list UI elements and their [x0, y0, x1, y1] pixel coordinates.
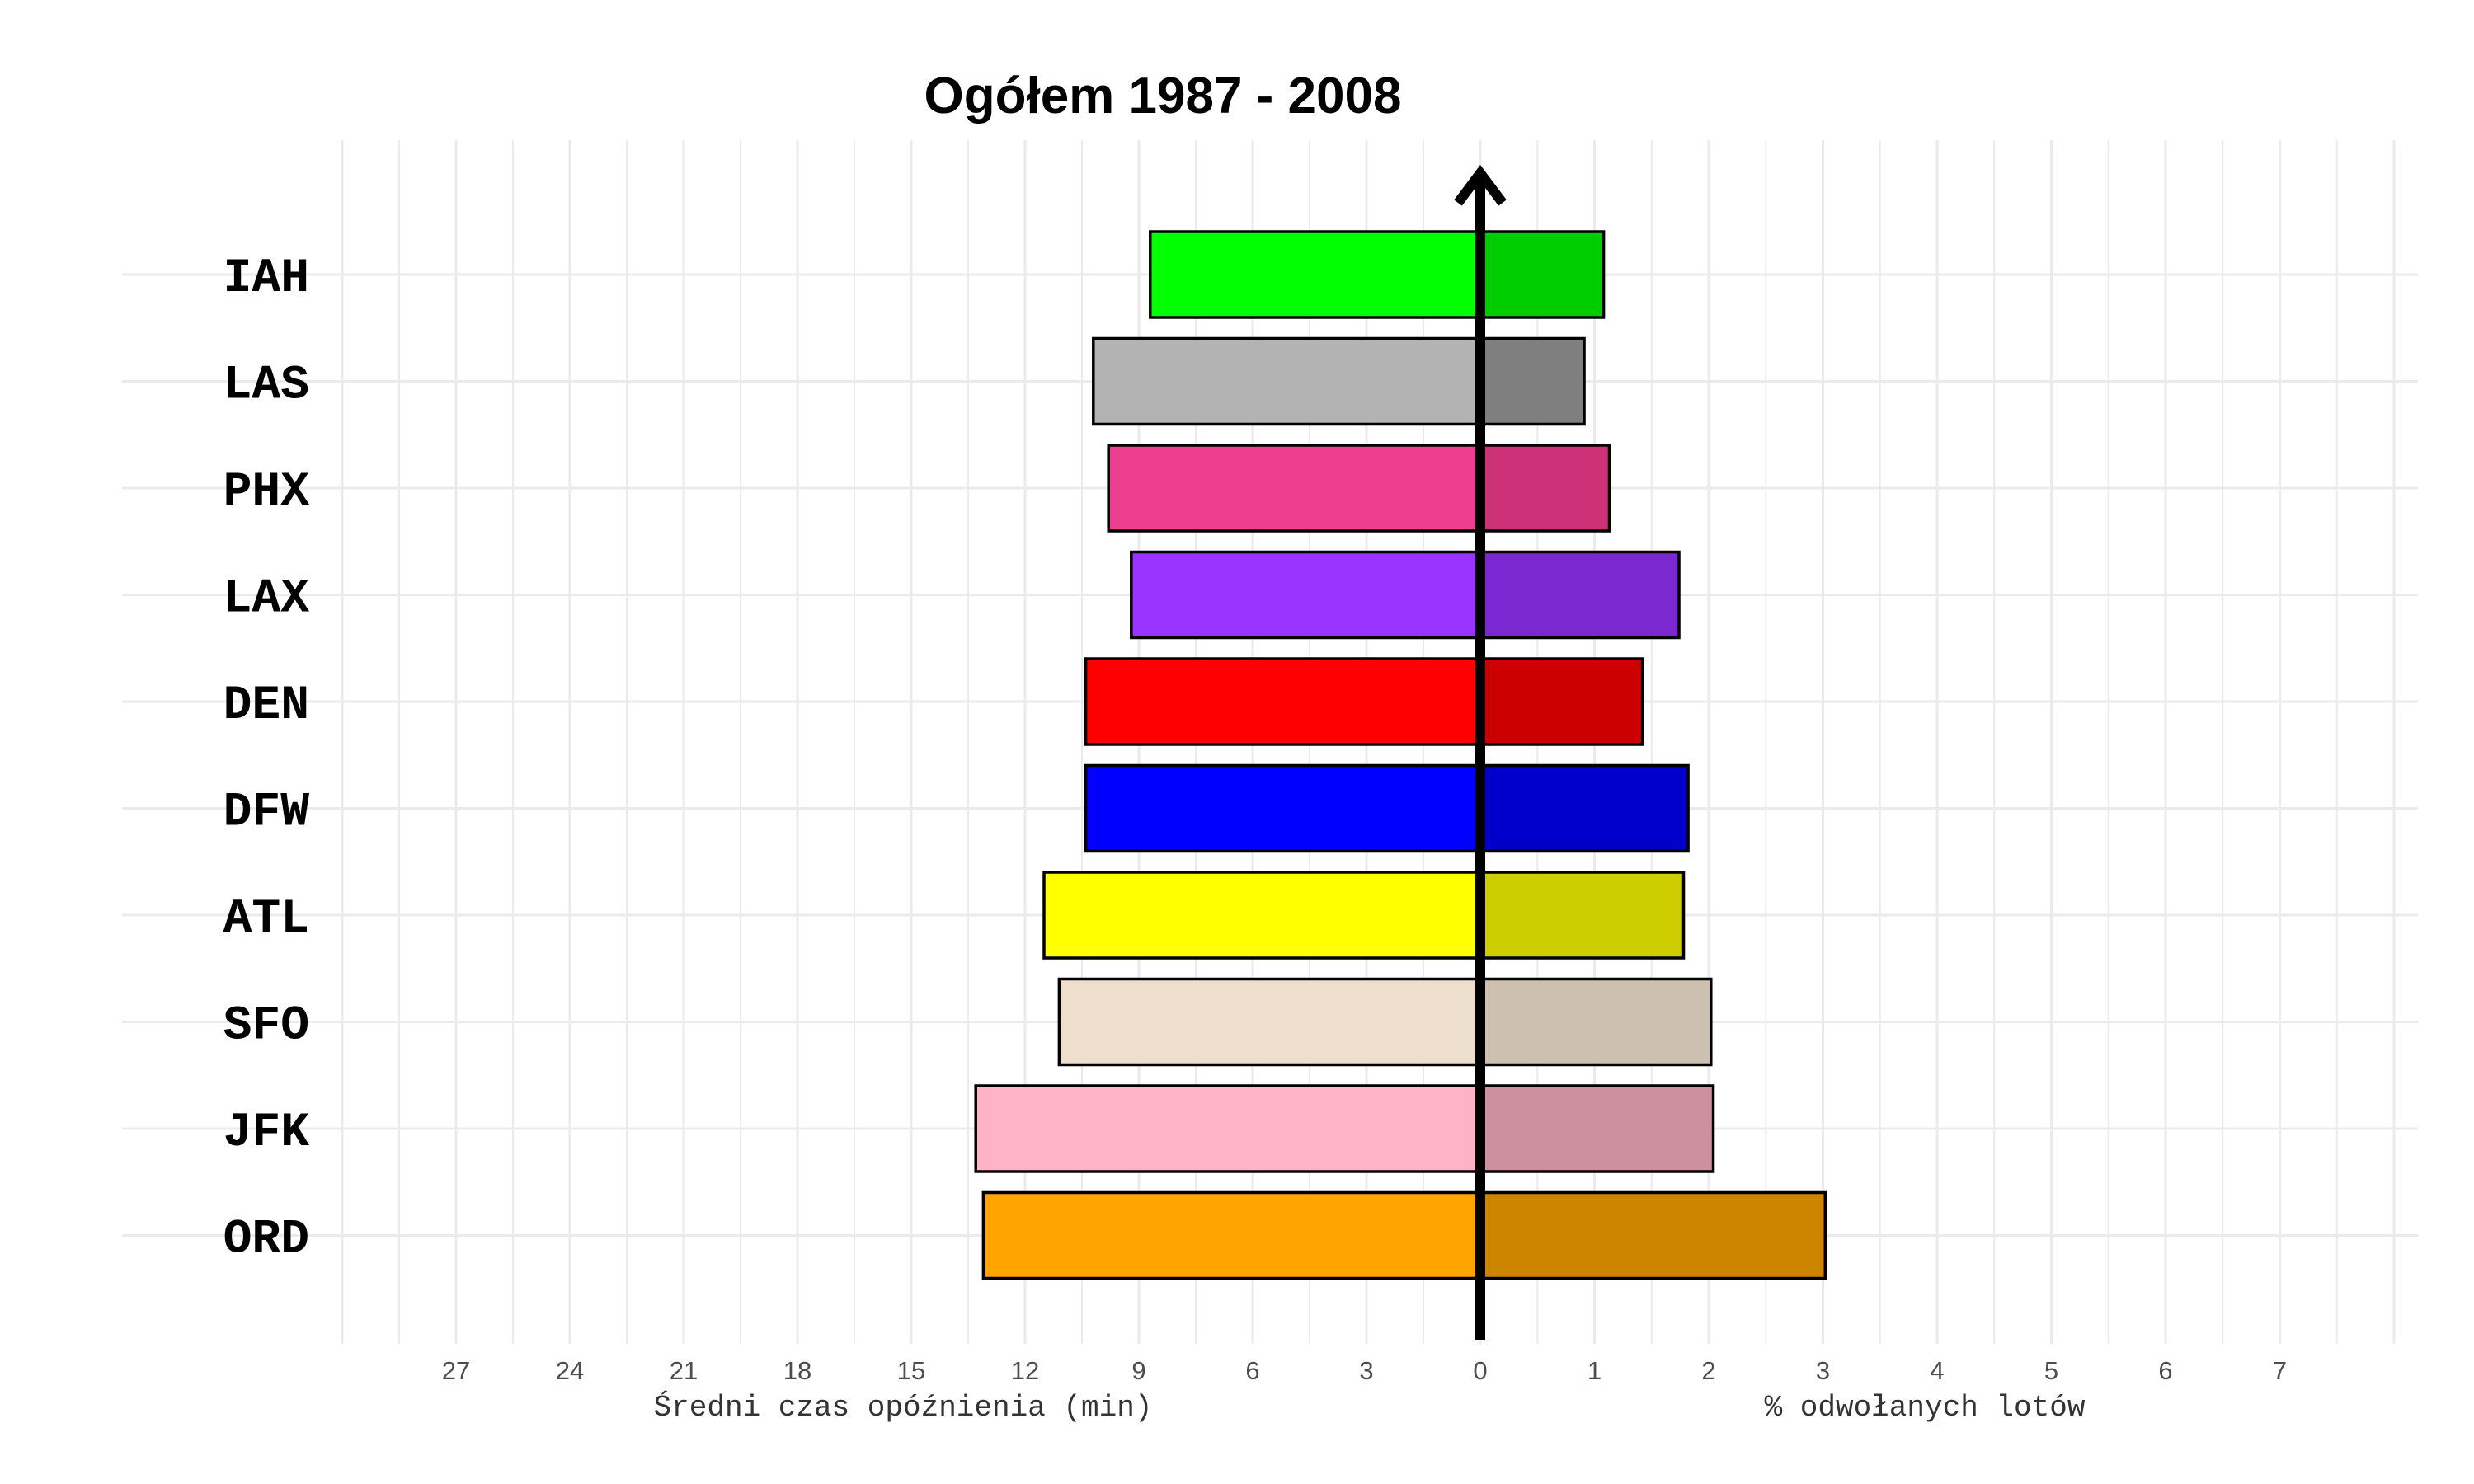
- cancellation-bar: [1479, 336, 1586, 426]
- category-label: DFW: [223, 787, 310, 840]
- cancellation-axis-label: % odwołanych lotów: [1765, 1391, 2086, 1425]
- category-label: SFO: [223, 1000, 309, 1054]
- cancellation-series: [1479, 230, 1827, 1280]
- delay-bar: [1107, 444, 1482, 533]
- delay-tick-label: 15: [897, 1356, 925, 1385]
- cancellation-bar: [1479, 230, 1606, 319]
- delay-tick-label: 21: [670, 1356, 698, 1385]
- category-label: LAX: [223, 573, 310, 627]
- cancellation-tick-label: 3: [1816, 1356, 1830, 1385]
- delay-bar: [1092, 336, 1482, 426]
- delay-bar: [1042, 871, 1482, 960]
- cancellation-tick-label: 7: [2273, 1356, 2287, 1385]
- delay-bar: [1084, 657, 1482, 746]
- cancellation-bar: [1479, 871, 1686, 960]
- delay-tick-label: 6: [1245, 1356, 1259, 1385]
- delay-bar: [981, 1190, 1482, 1280]
- cancellation-tick-label: 6: [2158, 1356, 2172, 1385]
- cancellation-axis-ticks: 1 2 3 4 5 6 7: [1587, 1356, 2287, 1385]
- category-label: LAS: [223, 359, 309, 413]
- cancellation-bar: [1479, 550, 1681, 640]
- delay-tick-label: 24: [556, 1356, 584, 1385]
- delay-axis-label: Średni czas opóźnienia (min): [654, 1389, 1153, 1425]
- chart-title: Ogółem 1987 - 2008: [924, 68, 1402, 124]
- delay-series: [974, 230, 1482, 1280]
- delay-tick-label: 18: [783, 1356, 811, 1385]
- category-label: IAH: [223, 252, 309, 306]
- delay-bar: [1149, 230, 1482, 319]
- delay-tick-label: 9: [1131, 1356, 1145, 1385]
- category-label: DEN: [223, 679, 309, 733]
- delay-tick-label: 0: [1473, 1356, 1487, 1385]
- category-labels: IAH LAS PHX LAX DEN DFW ATL SFO JFK ORD: [223, 252, 310, 1267]
- cancellation-bar: [1479, 1190, 1827, 1280]
- cancellation-bar: [1479, 1084, 1715, 1173]
- delay-tick-label: 12: [1011, 1356, 1039, 1385]
- cancellation-tick-label: 5: [2044, 1356, 2058, 1385]
- delay-bar: [1084, 763, 1482, 853]
- delay-tick-label: 3: [1359, 1356, 1373, 1385]
- category-label: JFK: [223, 1106, 310, 1160]
- delay-tick-label: 27: [442, 1356, 470, 1385]
- cancellation-bar: [1479, 977, 1713, 1067]
- cancellation-bar: [1479, 444, 1611, 533]
- cancellation-bar: [1479, 657, 1644, 746]
- delay-bar: [1130, 550, 1482, 640]
- cancellation-tick-label: 1: [1587, 1356, 1602, 1385]
- cancellation-tick-label: 2: [1701, 1356, 1715, 1385]
- category-label: ORD: [223, 1214, 309, 1267]
- category-label: ATL: [223, 893, 309, 946]
- delay-bar: [974, 1084, 1482, 1173]
- cancellation-bar: [1479, 763, 1690, 853]
- delay-axis-ticks: 27 24 21 18 15 12 9 6 3 0: [442, 1356, 1488, 1385]
- center-arrow: [1454, 165, 1507, 1340]
- category-label: PHX: [223, 466, 310, 519]
- delay-bar: [1057, 977, 1482, 1067]
- cancellation-tick-label: 4: [1930, 1356, 1944, 1385]
